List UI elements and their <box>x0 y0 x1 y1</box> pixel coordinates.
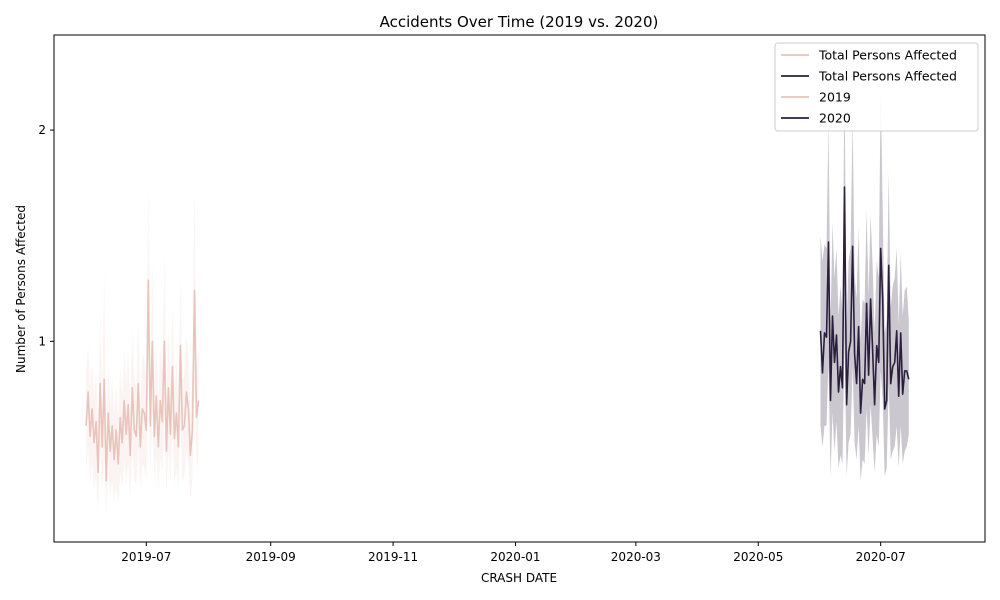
x-tick-label: 2019-09 <box>246 550 296 564</box>
confidence-band-2020 <box>820 83 909 481</box>
x-tick-label: 2020-01 <box>490 550 540 564</box>
plot-area-frame <box>53 34 986 543</box>
confidence-band-2019 <box>86 180 199 519</box>
x-axis-ticks: 2019-07 2019-09 2019-11 2020-01 2020-03 2020-… <box>121 542 906 564</box>
legend-label: 2019 <box>819 90 851 105</box>
series-line-2019 <box>85 279 200 482</box>
y-tick-label: 2 <box>38 123 46 137</box>
x-axis-label: CRASH DATE <box>481 571 557 585</box>
legend-label: Total Persons Affected <box>818 48 957 63</box>
chart-title: Accidents Over Time (2019 vs. 2020) <box>380 13 659 31</box>
series-lines <box>85 186 910 482</box>
series-line-2020 <box>819 186 910 414</box>
x-tick-label: 2019-07 <box>121 550 171 564</box>
x-tick-label: 2020-05 <box>733 550 783 564</box>
x-tick-label: 2020-03 <box>611 550 661 564</box>
y-axis-ticks: 12 <box>38 123 54 348</box>
y-axis-label: Number of Persons Affected <box>14 205 28 373</box>
legend-items: Total Persons Affected Total Persons Affe… <box>781 48 957 126</box>
legend: Total Persons Affected Total Persons Affe… <box>774 42 979 132</box>
y-tick-label: 1 <box>38 334 46 348</box>
x-tick-label: 2020-07 <box>856 550 906 564</box>
legend-label: 2020 <box>819 111 851 126</box>
legend-frame <box>774 42 979 132</box>
legend-label: Total Persons Affected <box>818 69 957 84</box>
confidence-bands <box>86 83 909 519</box>
x-tick-label: 2019-11 <box>368 550 418 564</box>
